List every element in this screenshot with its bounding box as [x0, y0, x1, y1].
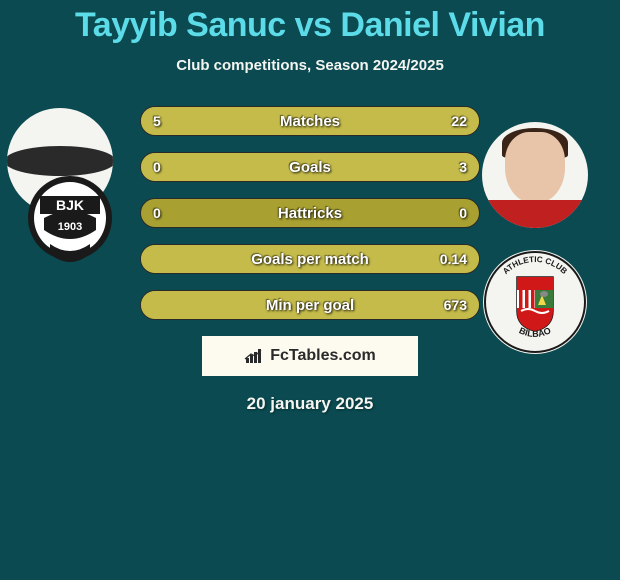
comparison-subtitle: Club competitions, Season 2024/2025 — [0, 57, 620, 74]
stat-row: 5Matches22 — [140, 106, 480, 136]
stat-label: Goals — [141, 153, 479, 181]
svg-text:BJK: BJK — [56, 197, 84, 213]
stat-row: Min per goal673 — [140, 290, 480, 320]
player-left-club-badge: BJK 1903 — [20, 174, 120, 274]
stat-value-right: 0 — [459, 199, 467, 227]
svg-text:1903: 1903 — [58, 221, 82, 233]
stat-value-right: 3 — [459, 153, 467, 181]
stats-bars: 5Matches220Goals30Hattricks0Goals per ma… — [140, 106, 480, 320]
stat-value-right: 22 — [451, 107, 467, 135]
chart-icon — [244, 348, 264, 364]
stat-label: Goals per match — [141, 245, 479, 273]
stat-value-right: 0.14 — [440, 245, 467, 273]
stat-label: Matches — [141, 107, 479, 135]
player-right-photo — [482, 122, 588, 228]
stat-value-right: 673 — [444, 291, 467, 319]
stat-label: Hattricks — [141, 199, 479, 227]
player-right-club-badge: ATHLETIC CLUB BILBAO — [482, 249, 588, 355]
watermark: FcTables.com — [202, 336, 418, 376]
stat-row: Goals per match0.14 — [140, 244, 480, 274]
comparison-title: Tayyib Sanuc vs Daniel Vivian — [0, 0, 620, 45]
watermark-text: FcTables.com — [270, 347, 376, 365]
stat-row: 0Goals3 — [140, 152, 480, 182]
stat-row: 0Hattricks0 — [140, 198, 480, 228]
snapshot-date: 20 january 2025 — [0, 394, 620, 414]
stat-label: Min per goal — [141, 291, 479, 319]
